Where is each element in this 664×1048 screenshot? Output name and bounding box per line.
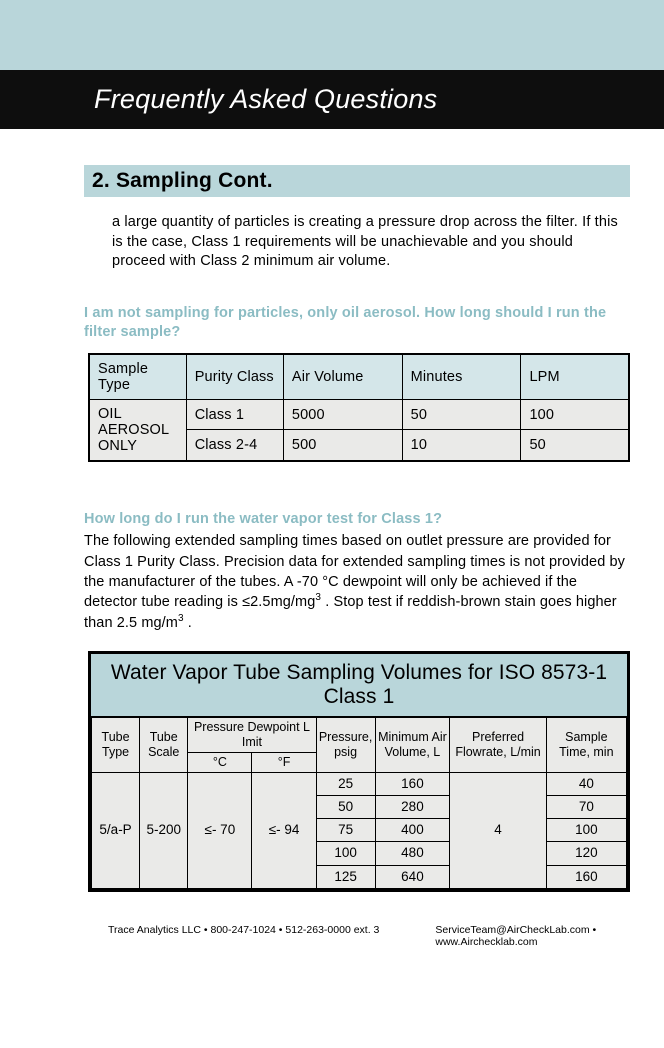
cell-time: 70: [546, 796, 626, 819]
cell-dew-c: ≤- 70: [188, 772, 252, 888]
th-air-volume: Air Volume: [283, 354, 402, 400]
footer-left: Trace Analytics LLC • 800-247-1024 • 512…: [108, 924, 379, 948]
cell-dew-f: ≤- 94: [252, 772, 316, 888]
top-banner: [0, 0, 664, 70]
th-degC: °C: [188, 752, 252, 772]
th-sample-time: Sample Time, min: [546, 717, 626, 772]
cell-pressure: 100: [316, 842, 375, 865]
th-min-vol: Minimum Air Volume, L: [375, 717, 450, 772]
cell-pressure: 75: [316, 819, 375, 842]
cell-flow: 4: [450, 772, 546, 888]
table-row: OIL AEROSOL ONLY Class 1 5000 50 100: [89, 399, 629, 429]
cell-pressure: 50: [316, 796, 375, 819]
page-title: Frequently Asked Questions: [94, 84, 664, 115]
cell-vol: 500: [283, 430, 402, 461]
cell-time: 40: [546, 772, 626, 795]
th-lpm: LPM: [521, 354, 629, 400]
table2-header-row1: Tube Type Tube Scale Pressure Dewpoint L…: [92, 717, 627, 752]
cell-vol: 640: [375, 865, 450, 888]
title-band: Frequently Asked Questions: [0, 70, 664, 129]
section-title: 2. Sampling Cont.: [92, 169, 273, 192]
table-header-row: Sample Type Purity Class Air Volume Minu…: [89, 354, 629, 400]
question-water-vapor: How long do I run the water vapor test f…: [84, 510, 630, 530]
oil-aerosol-table: Sample Type Purity Class Air Volume Minu…: [88, 353, 630, 462]
cell-pressure: 125: [316, 865, 375, 888]
intro-paragraph: a large quantity of particles is creatin…: [84, 213, 630, 272]
cell-min: 50: [402, 399, 521, 429]
th-dewpoint: Pressure Dewpoint L Imit: [188, 717, 316, 752]
footer-right: ServiceTeam@AirCheckLab.com • www.Airche…: [379, 924, 630, 948]
cell-vol: 280: [375, 796, 450, 819]
cell-purity: Class 1: [186, 399, 283, 429]
th-flowrate: Preferred Flowrate, L/min: [450, 717, 546, 772]
cell-vol: 480: [375, 842, 450, 865]
th-purity-class: Purity Class: [186, 354, 283, 400]
q1-line1: I am not sampling for particles, only oi…: [84, 305, 606, 321]
table2-title: Water Vapor Tube Sampling Volumes for IS…: [91, 654, 627, 717]
q1-line2: filter sample?: [84, 324, 180, 340]
question-oil-aerosol: I am not sampling for particles, only oi…: [84, 304, 630, 343]
th-degF: °F: [252, 752, 316, 772]
th-tube-type: Tube Type: [92, 717, 140, 772]
cell-lpm: 50: [521, 430, 629, 461]
content-area: 2. Sampling Cont. a large quantity of pa…: [0, 129, 664, 892]
th-pressure: Pressure, psig: [316, 717, 375, 772]
water-vapor-table: Tube Type Tube Scale Pressure Dewpoint L…: [91, 717, 627, 889]
cell-vol: 160: [375, 772, 450, 795]
cell-vol: 400: [375, 819, 450, 842]
cell-sample-type: OIL AEROSOL ONLY: [89, 399, 186, 461]
cell-time: 100: [546, 819, 626, 842]
cell-time: 120: [546, 842, 626, 865]
cell-purity: Class 2-4: [186, 430, 283, 461]
cell-pressure: 25: [316, 772, 375, 795]
cell-tube-type: 5/a-P: [92, 772, 140, 888]
cell-time: 160: [546, 865, 626, 888]
footer: Trace Analytics LLC • 800-247-1024 • 512…: [0, 924, 664, 948]
table-row: 5/a-P 5-200 ≤- 70 ≤- 94 25 160 4 40: [92, 772, 627, 795]
para-part-c: .: [184, 615, 192, 631]
section-header: 2. Sampling Cont.: [84, 165, 630, 197]
water-vapor-table-wrap: Water Vapor Tube Sampling Volumes for IS…: [88, 651, 630, 892]
th-sample-type: Sample Type: [89, 354, 186, 400]
cell-tube-scale: 5-200: [140, 772, 188, 888]
th-minutes: Minutes: [402, 354, 521, 400]
th-tube-scale: Tube Scale: [140, 717, 188, 772]
cell-lpm: 100: [521, 399, 629, 429]
cell-min: 10: [402, 430, 521, 461]
cell-vol: 5000: [283, 399, 402, 429]
water-vapor-paragraph: The following extended sampling times ba…: [84, 531, 630, 632]
